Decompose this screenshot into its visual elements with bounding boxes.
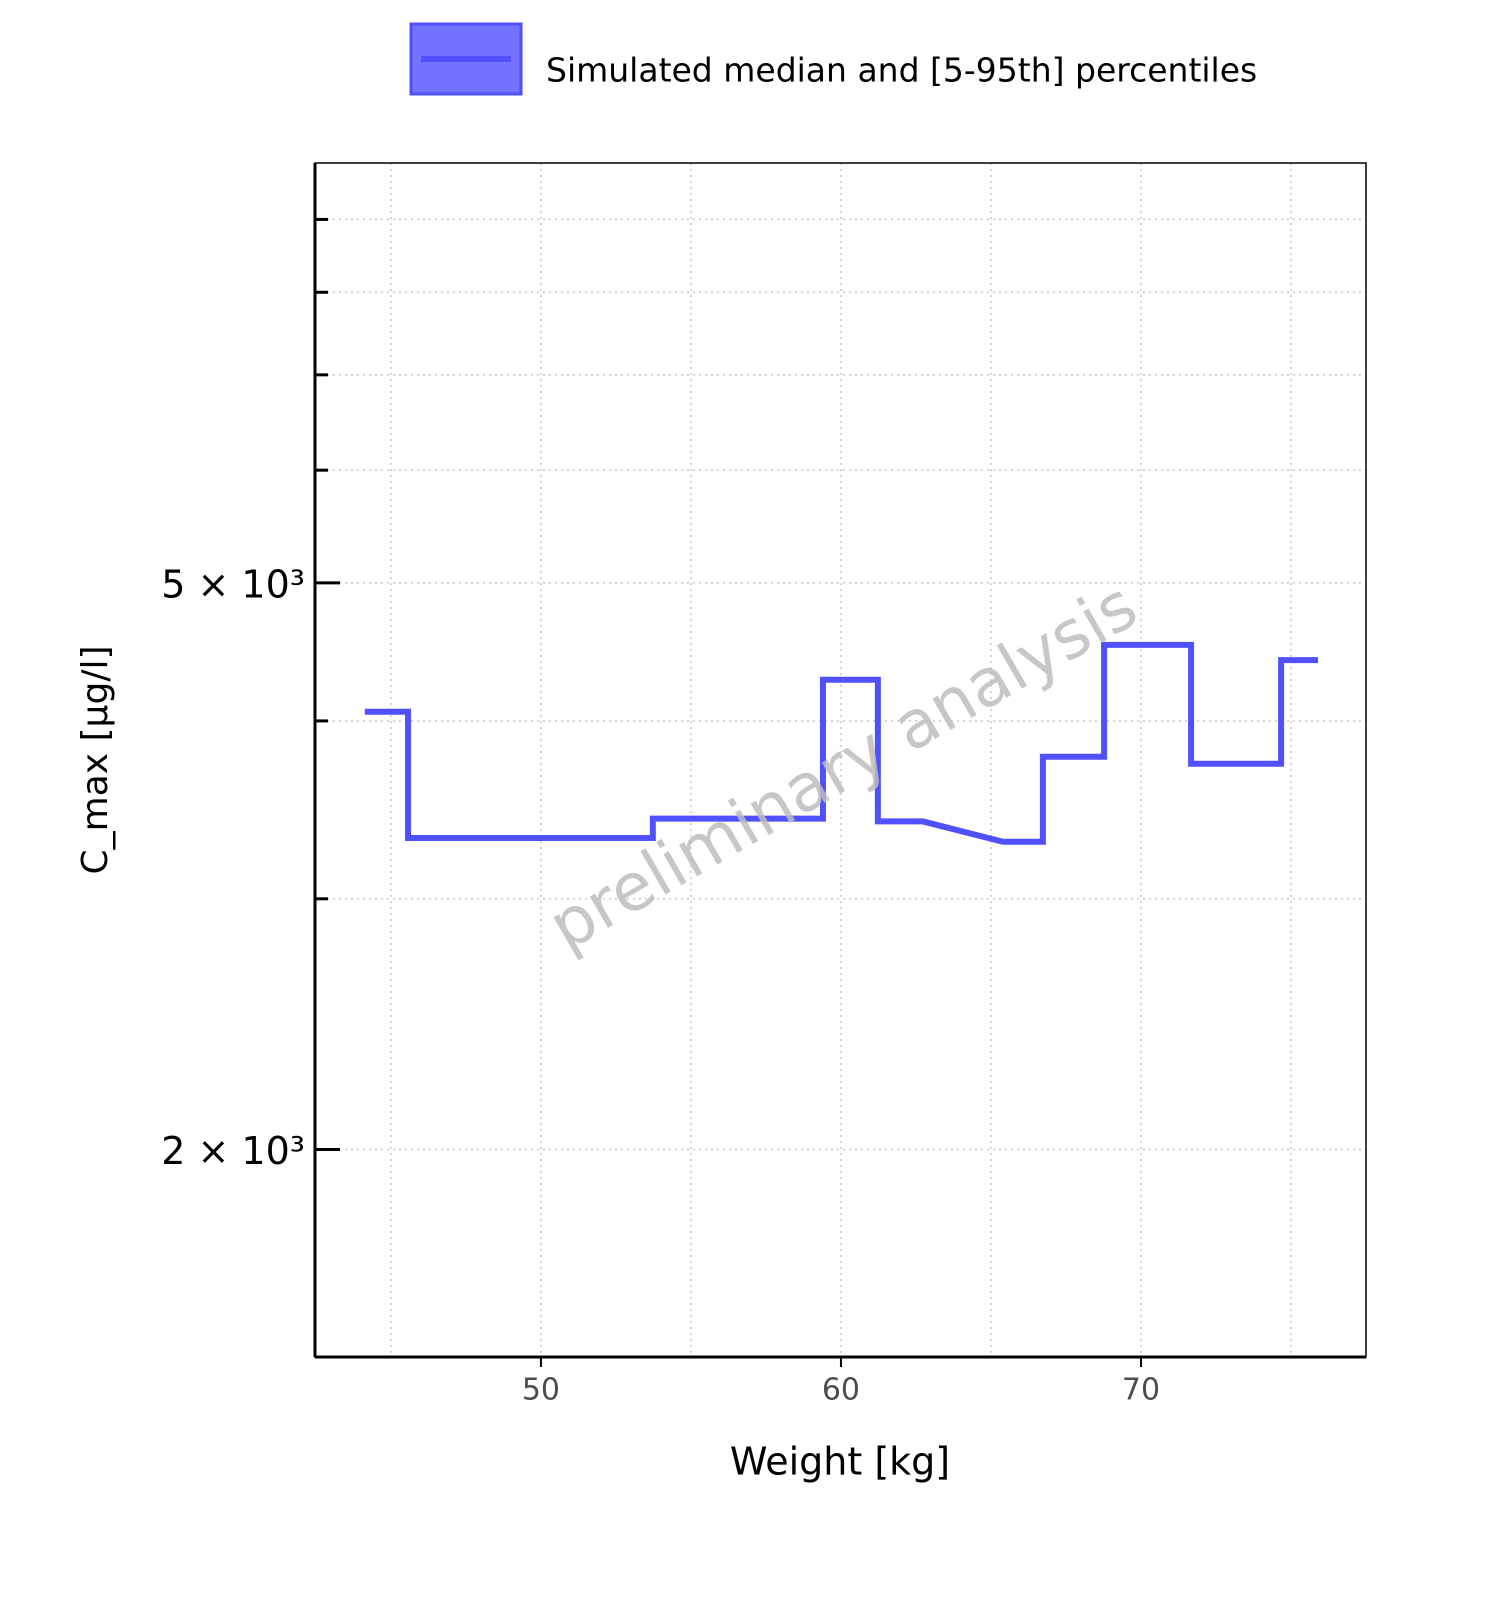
x-axis-label: Weight [kg] <box>730 1440 950 1484</box>
x-tick-label: 50 <box>522 1373 560 1408</box>
y-tick-label: 2 × 10³ <box>161 1129 305 1173</box>
y-tick-label: 5 × 10³ <box>161 562 305 606</box>
legend-label: Simulated median and [5-95th] percentile… <box>546 51 1257 90</box>
series-line <box>364 641 1318 845</box>
y-axis-label: C_max [µg/l] <box>75 646 116 875</box>
x-tick-label: 70 <box>1122 1373 1160 1408</box>
x-tick-label: 60 <box>822 1373 860 1408</box>
